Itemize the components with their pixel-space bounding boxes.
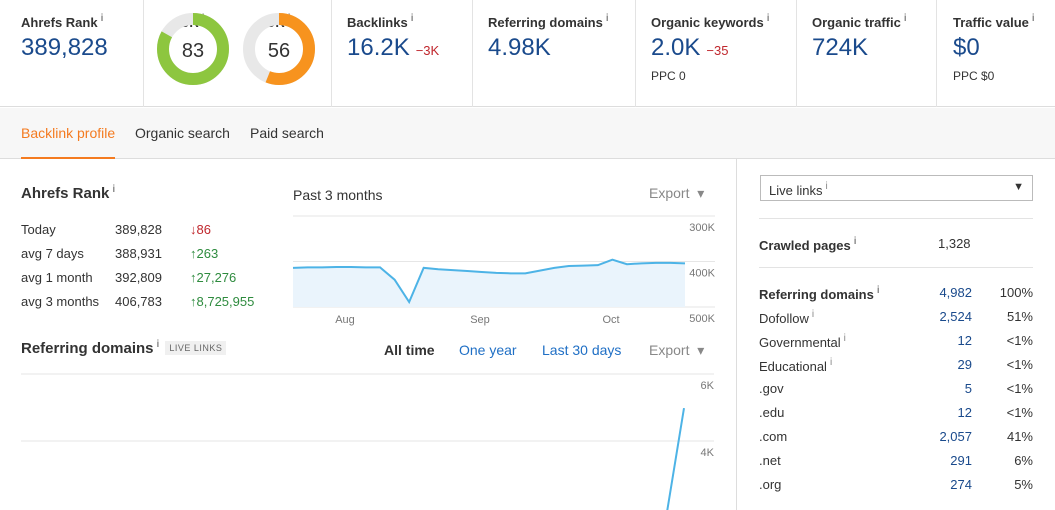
tab[interactable]: Paid search: [250, 125, 324, 141]
row-percent: 6%: [1014, 453, 1033, 468]
stat-label: Ahrefs Rank i: [21, 13, 104, 30]
tab-bar: Backlink profile Organic search Paid sea…: [0, 108, 1055, 159]
separator: [759, 218, 1033, 219]
row-value: 12: [957, 333, 972, 348]
row-label: .net: [759, 453, 781, 468]
row-change: ↑27,276: [190, 270, 237, 285]
row-percent: 41%: [1006, 429, 1033, 444]
stat-label: UR i: [180, 13, 205, 30]
stat-sub: PPC 0: [651, 69, 686, 83]
row-change: ↓86: [190, 222, 211, 237]
row-value: 389,828: [115, 222, 162, 237]
period: Past 3 months: [293, 187, 383, 203]
row-value: 4,982: [939, 285, 972, 300]
row-value: 5: [964, 381, 972, 396]
row-value: 29: [957, 357, 972, 372]
row-label: .gov: [759, 381, 784, 396]
range[interactable]: Last 30 days: [542, 342, 622, 358]
row-label: Governmental i: [759, 333, 846, 350]
y-tick-label: 500K: [689, 313, 715, 325]
row-value: 2,057: [939, 429, 972, 444]
row-value: 12: [957, 405, 972, 420]
x-tick-label: Oct: [602, 314, 619, 326]
row-label: Referring domains i: [759, 285, 880, 302]
row-value: 274: [950, 477, 972, 492]
stat-sub: PPC $0: [953, 69, 995, 83]
y-tick-label: 4K: [701, 447, 715, 459]
row-label: avg 1 month: [21, 270, 93, 285]
line: [666, 407, 685, 510]
section-title: Ahrefs Rank i: [21, 184, 116, 202]
stat-label: Referring domains i: [488, 13, 609, 30]
stat-value: 4.98K: [488, 34, 551, 61]
stat-value: $0: [953, 34, 980, 61]
stat-value: 2.0K −35: [651, 34, 729, 61]
divider: [736, 159, 737, 510]
row-value: 406,783: [115, 294, 162, 309]
section-title: Referring domains i LIVE LINKS: [21, 339, 227, 357]
row-percent: 51%: [1006, 309, 1033, 324]
row-label: avg 3 months: [21, 294, 100, 309]
stat-value: 389,828: [21, 34, 108, 61]
stat-label: Organic traffic i: [812, 13, 907, 30]
row-percent: <1%: [1006, 405, 1033, 420]
row-label: Today: [21, 222, 56, 237]
stat-label: Backlinks i: [347, 13, 414, 30]
export[interactable]: Export ▾: [649, 342, 705, 358]
row-label: .com: [759, 429, 788, 444]
row-percent: <1%: [1006, 333, 1033, 348]
stat-label: Organic keywords i: [651, 13, 770, 30]
row-label: Dofollow i: [759, 309, 815, 326]
export[interactable]: Export ▾: [649, 185, 705, 201]
row-value: 392,809: [115, 270, 162, 285]
row-percent: 100%: [999, 285, 1033, 300]
tab[interactable]: Backlink profile: [21, 125, 116, 159]
row-label: avg 7 days: [21, 246, 84, 261]
row-change: ↑8,725,955: [190, 294, 255, 309]
line: [292, 258, 686, 305]
row-value: 2,524: [939, 309, 972, 324]
stats-bar: Ahrefs Rank i 389,828 UR i DR i Backlinks i …: [0, 0, 1055, 107]
y-tick-label: 400K: [689, 268, 715, 280]
stat-value: 724K: [812, 34, 869, 61]
range[interactable]: All time: [384, 342, 435, 358]
range[interactable]: One year: [459, 342, 517, 358]
row-value: 1,328: [938, 236, 971, 251]
row-change: ↑263: [190, 246, 219, 261]
y-tick-label: 300K: [689, 222, 715, 234]
tab[interactable]: Organic search: [135, 125, 230, 141]
row-value: 291: [950, 453, 972, 468]
row-value: 388,931: [115, 246, 162, 261]
row-percent: <1%: [1006, 357, 1033, 372]
stat-label: DR i: [266, 13, 291, 30]
row-label: .org: [759, 477, 782, 492]
x-tick-label: Aug: [335, 314, 355, 326]
stat-value: 16.2K −3K: [347, 34, 440, 61]
dropdown[interactable]: Live links i ▼: [760, 175, 1033, 201]
row-percent: 5%: [1014, 477, 1033, 492]
separator: [759, 267, 1033, 268]
x-tick-label: Sep: [470, 314, 490, 326]
row-label: Educational i: [759, 357, 833, 374]
row-label: Crawled pages i: [759, 236, 857, 253]
area: [293, 259, 685, 307]
row-percent: <1%: [1006, 381, 1033, 396]
row-label: .edu: [759, 405, 785, 420]
y-tick-label: 6K: [701, 380, 715, 392]
stat-label: Traffic value i: [953, 13, 1035, 30]
